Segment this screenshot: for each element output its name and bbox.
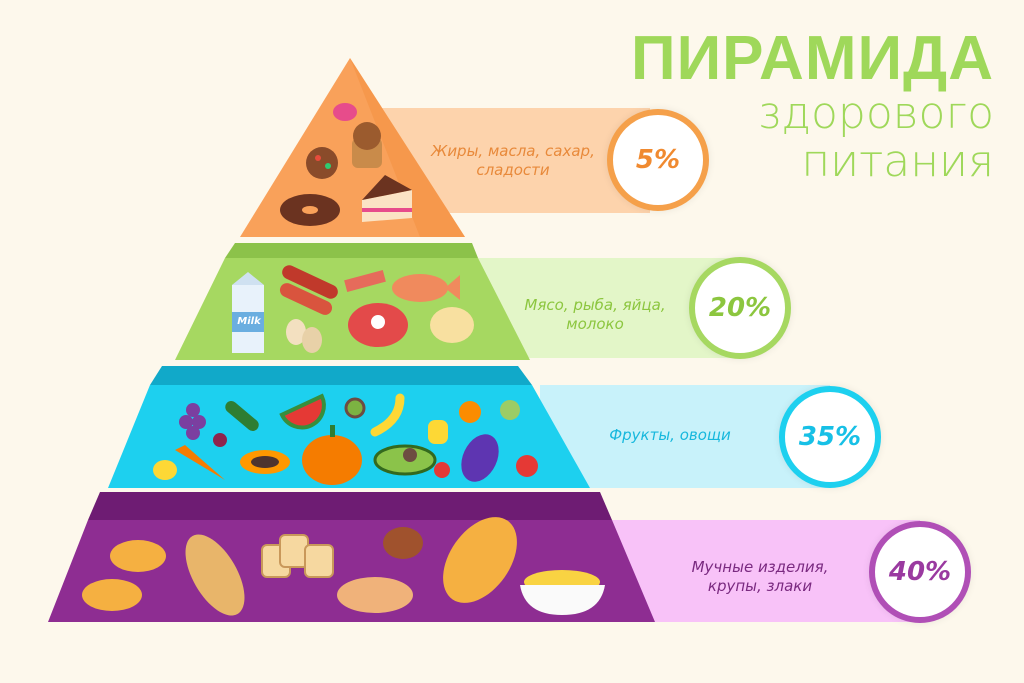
bun-icon (82, 540, 166, 611)
candy-icon (333, 103, 357, 121)
tier-protein-top (225, 243, 478, 258)
title-sub-1: здорового (757, 88, 994, 139)
cake-icon (362, 175, 412, 222)
tier-grains-top (88, 492, 612, 520)
cucumber-icon (225, 401, 259, 431)
donut-icon (280, 194, 340, 226)
label-line: Мясо, рыба, яйца, (524, 296, 666, 314)
loaf-icon (443, 517, 517, 603)
potato-bread-icon (383, 527, 423, 559)
eggplant-icon (461, 434, 499, 482)
tier-protein (175, 258, 530, 360)
kiwi-icon (344, 397, 366, 419)
pepper-icon (428, 420, 448, 444)
cookie-icon (306, 147, 338, 179)
croissant-icon (337, 577, 413, 613)
label-line: молоко (566, 315, 624, 333)
label-line: сладости (476, 161, 550, 179)
tier-grains-label: Мучные изделия, крупы, злаки (670, 558, 850, 596)
tomato-icon (516, 455, 538, 477)
tier-fats-label: Жиры, масла, сахар, сладости (418, 142, 608, 180)
banana-icon (370, 393, 405, 437)
title-main: ПИРАМИДА (631, 24, 994, 93)
cereal-bowl-icon (520, 570, 605, 615)
cheese-icon (430, 307, 474, 343)
tier-protein-percent: 20% (689, 257, 791, 359)
label-line: Мучные изделия, (691, 558, 829, 576)
tier-protein-label: Мясо, рыба, яйца, молоко (510, 296, 680, 334)
bacon-icon (344, 270, 386, 292)
avocado-icon (373, 444, 437, 476)
baguette-icon (185, 534, 245, 616)
carrot-icon (175, 445, 225, 480)
tier-fruits-percent: 35% (779, 386, 881, 488)
lemon-icon (153, 460, 177, 480)
watermelon-icon (279, 393, 326, 430)
label-line: Жиры, масла, сахар, (431, 142, 595, 160)
orange-icon (459, 401, 481, 423)
papaya-icon (240, 450, 290, 474)
steak-icon (348, 303, 408, 347)
eggs-icon (286, 319, 322, 353)
tier-fruits-top (150, 366, 532, 385)
title-sub-2: питания (801, 136, 994, 187)
grapes-icon (179, 403, 206, 440)
beet-icon (213, 433, 227, 447)
pumpkin-icon (302, 425, 362, 485)
label-line: Фрукты, овощи (609, 426, 731, 444)
band-grains (600, 520, 920, 622)
sausages-icon (279, 265, 338, 315)
tier-fruits-label: Фрукты, овощи (590, 426, 750, 445)
tier-fats-percent: 5% (607, 109, 709, 211)
milk-carton-icon (232, 272, 264, 353)
fish-icon (392, 274, 460, 302)
tier-fats-shade (350, 58, 465, 237)
muffin-icon (352, 122, 382, 168)
lime-icon (500, 400, 520, 420)
milk-label: Milk (237, 316, 261, 327)
label-line: крупы, злаки (707, 577, 813, 595)
tier-grains-percent: 40% (869, 521, 971, 623)
toast-icon (261, 534, 334, 578)
strawberry-icon (434, 462, 450, 478)
